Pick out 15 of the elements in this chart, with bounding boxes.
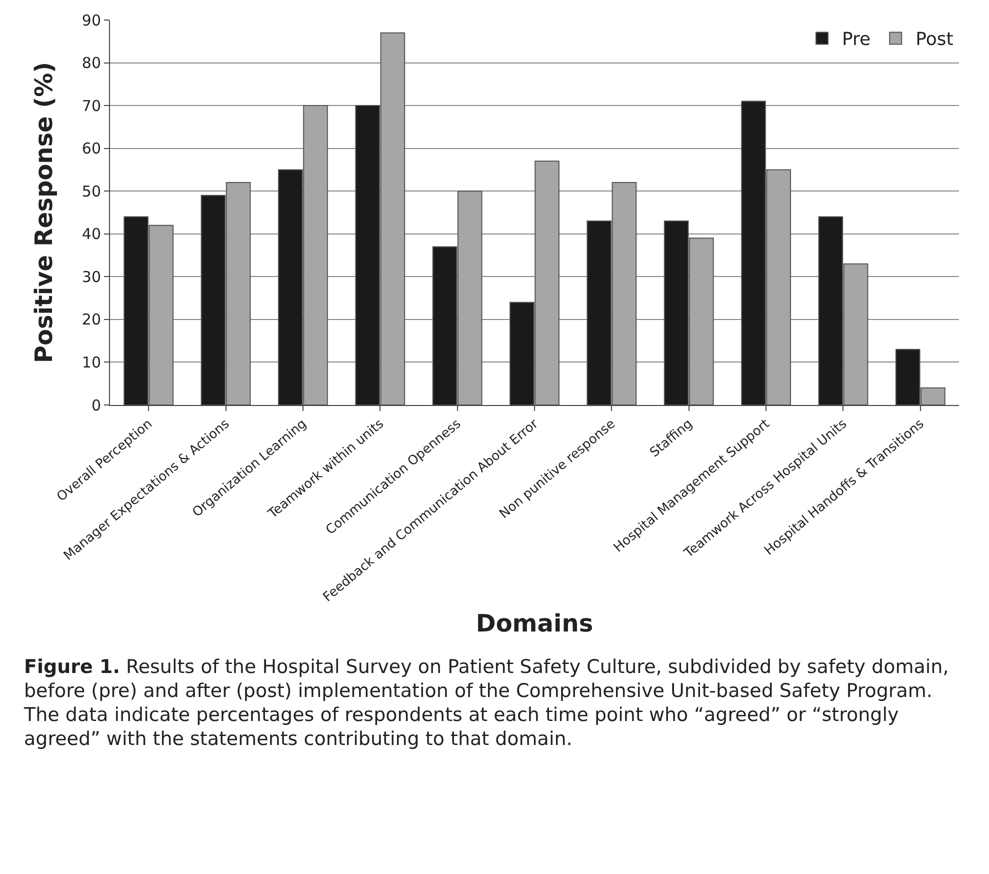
y-tick-label: 90: [82, 11, 101, 30]
y-tick-label: 10: [82, 353, 101, 372]
legend-label: Pre: [842, 29, 871, 50]
y-tick-label: 40: [82, 225, 101, 244]
y-tick-label: 20: [82, 310, 101, 329]
legend-label: Post: [916, 29, 954, 50]
x-axis-title: Domains: [476, 610, 594, 638]
y-tick-label: 80: [82, 54, 101, 72]
y-tick-label: 70: [82, 96, 101, 115]
y-tick-label: 30: [82, 268, 101, 286]
y-tick-label: 50: [82, 182, 101, 200]
y-axis-title: Positive Response (%): [30, 62, 58, 364]
y-tick-label: 60: [82, 140, 101, 158]
y-tick-label: 0: [91, 396, 101, 414]
caption: Figure 1. Results of the Hospital Survey on Patient Safety Culture, subdivided by safety domain, before (pre) and after (post) implementation of the Comprehensive Unit-based Safety Program. The data indicate percentages of respondents at each time point who “agreed” or “strongly agreed” with the statements contributing to that domain.: [24, 656, 949, 750]
